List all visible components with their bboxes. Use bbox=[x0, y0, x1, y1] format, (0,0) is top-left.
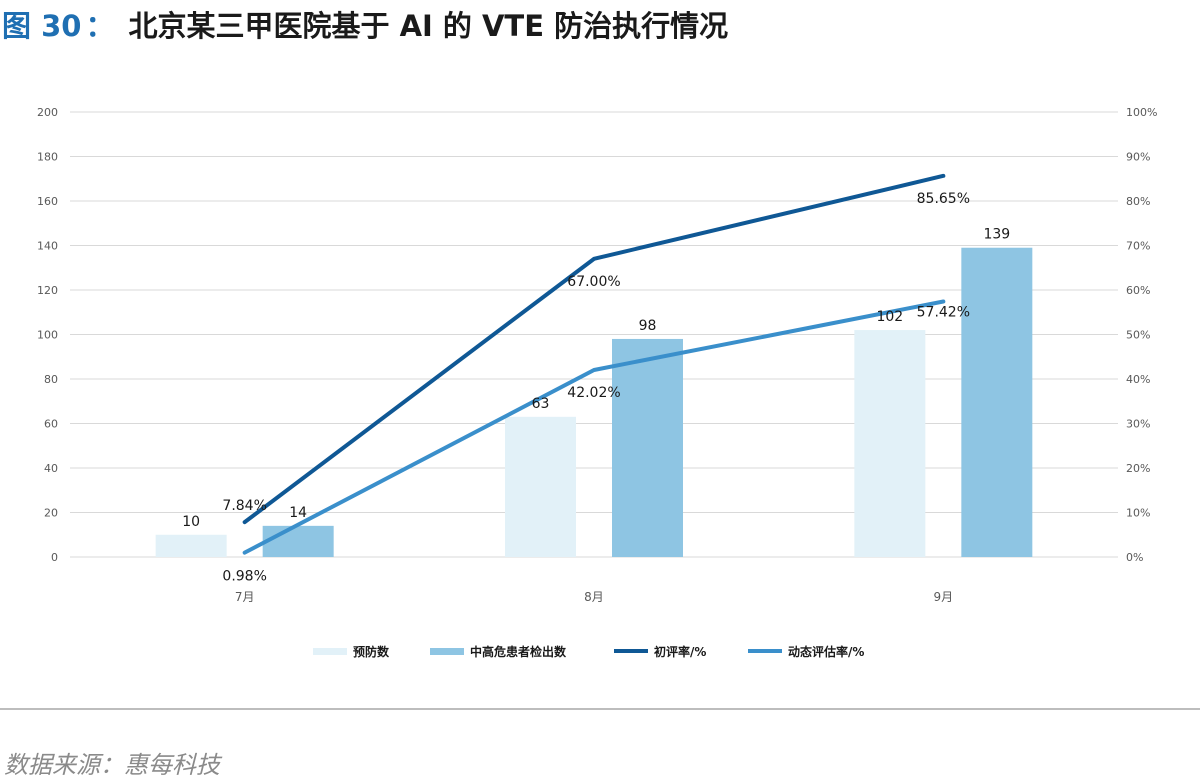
bar bbox=[961, 247, 1033, 557]
y-right-tick-label: 80% bbox=[1126, 195, 1150, 208]
line-value-label: 42.02% bbox=[567, 385, 620, 401]
bar bbox=[854, 330, 926, 557]
line-value-label: 7.84% bbox=[222, 498, 266, 514]
line-value-label: 57.42% bbox=[917, 304, 970, 320]
y-right-tick-label: 0% bbox=[1126, 551, 1143, 564]
y-left-tick-label: 60 bbox=[44, 418, 58, 431]
y-left-tick-label: 200 bbox=[37, 106, 58, 119]
bar-value-label: 139 bbox=[983, 227, 1010, 243]
line-value-label: 85.65% bbox=[917, 191, 970, 207]
bar-value-label: 98 bbox=[639, 318, 657, 334]
figure-colon: ： bbox=[85, 9, 115, 43]
y-right-tick-label: 90% bbox=[1126, 151, 1150, 164]
y-left-tick-label: 40 bbox=[44, 462, 58, 475]
bar bbox=[612, 338, 683, 557]
gridlines bbox=[70, 111, 1118, 558]
y-left-tick-label: 80 bbox=[44, 373, 58, 386]
y-left-tick-label: 160 bbox=[37, 195, 58, 208]
y-left-tick-label: 20 bbox=[44, 507, 58, 520]
legend-label: 中高危患者检出数 bbox=[470, 644, 567, 659]
y-right-tick-label: 40% bbox=[1126, 373, 1150, 386]
bar bbox=[505, 416, 576, 557]
source-divider bbox=[0, 708, 1200, 710]
y-left-tick-label: 120 bbox=[37, 284, 58, 297]
line-value-label: 67.00% bbox=[567, 274, 620, 290]
legend-label: 预防数 bbox=[353, 644, 390, 659]
legend-swatch bbox=[430, 648, 464, 655]
legend-swatch bbox=[313, 648, 347, 655]
figure-title-row: 图 30 ： 北京某三甲医院基于 AI 的 VTE 防治执行情况 bbox=[2, 0, 728, 48]
y-left-tick-label: 0 bbox=[51, 551, 58, 564]
y-right-tick-label: 50% bbox=[1126, 329, 1150, 342]
data-labels: 10 63 102 14 98 139 7.84% 67.00% 85.65% 0.98% 42.0… bbox=[182, 191, 1010, 585]
y-left-tick-label: 140 bbox=[37, 240, 58, 253]
axis-labels: 0 0% 20 10% 40 20% 60 30% 80 40% 100 50% 120 60% 140 70… bbox=[37, 106, 1157, 604]
bar bbox=[155, 534, 227, 557]
bar-value-label: 63 bbox=[532, 396, 550, 412]
x-category-label: 9月 bbox=[934, 590, 954, 604]
x-category-label: 7月 bbox=[235, 590, 255, 604]
line-layer bbox=[242, 173, 946, 555]
bar-value-label: 14 bbox=[289, 505, 307, 521]
bar bbox=[262, 525, 334, 557]
series-line bbox=[242, 173, 946, 525]
legend-label: 初评率/% bbox=[654, 644, 706, 659]
bar-layer bbox=[155, 247, 1033, 557]
y-right-tick-label: 70% bbox=[1126, 240, 1150, 253]
x-category-label: 8月 bbox=[584, 590, 604, 604]
y-right-tick-label: 20% bbox=[1126, 462, 1150, 475]
bar-value-label: 10 bbox=[182, 514, 200, 530]
y-right-tick-label: 60% bbox=[1126, 284, 1150, 297]
legend: 预防数 中高危患者检出数 初评率/% 动态评估率/% bbox=[313, 644, 864, 659]
y-right-tick-label: 30% bbox=[1126, 418, 1150, 431]
y-right-tick-label: 10% bbox=[1126, 507, 1150, 520]
y-left-tick-label: 100 bbox=[37, 329, 58, 342]
bar-value-label: 102 bbox=[876, 309, 903, 325]
figure-number: 图 30 bbox=[2, 9, 82, 43]
figure-title: 北京某三甲医院基于 AI 的 VTE 防治执行情况 bbox=[128, 9, 729, 43]
series-line bbox=[242, 299, 946, 555]
legend-label: 动态评估率/% bbox=[788, 644, 864, 659]
y-left-tick-label: 180 bbox=[37, 151, 58, 164]
combo-chart: 10 63 102 14 98 139 7.84% 67.00% 85.65% 0.98% 42.0… bbox=[37, 106, 1157, 659]
y-right-tick-label: 100% bbox=[1126, 106, 1157, 119]
line-value-label: 0.98% bbox=[222, 569, 266, 585]
data-source: 数据来源：惠每科技 bbox=[4, 751, 220, 779]
